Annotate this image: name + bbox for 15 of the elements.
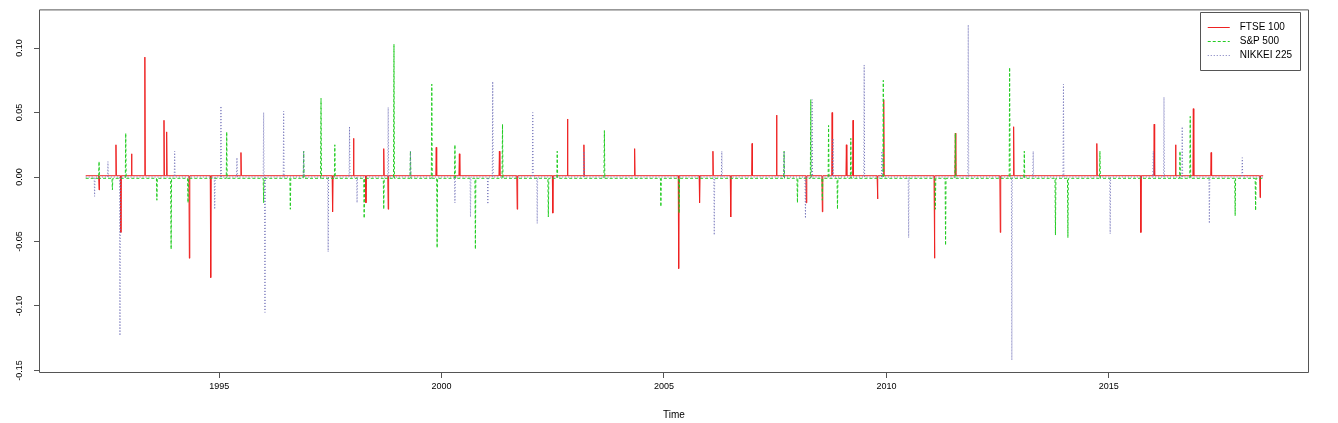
x-tick-label: 2000 — [431, 380, 452, 391]
y-tick-label: 0.05 — [14, 103, 25, 122]
legend-label: NIKKEI 225 — [1239, 49, 1293, 61]
y-tick-label: 0.00 — [14, 168, 25, 186]
x-tick-label: 2005 — [653, 380, 675, 391]
x-tick-label: 2010 — [876, 380, 897, 391]
legend-label: FTSE 100 — [1239, 21, 1286, 33]
x-tick-label: 1995 — [209, 380, 230, 391]
x-axis-title: Time — [663, 408, 686, 420]
y-tick-label: -0.15 — [14, 360, 25, 381]
x-tick-label: 2015 — [1098, 380, 1119, 391]
legend-label: S&P 500 — [1239, 35, 1280, 47]
y-tick-label: -0.05 — [14, 231, 25, 252]
y-tick-label: -0.10 — [14, 295, 25, 317]
y-tick-label: 0.10 — [14, 39, 25, 57]
